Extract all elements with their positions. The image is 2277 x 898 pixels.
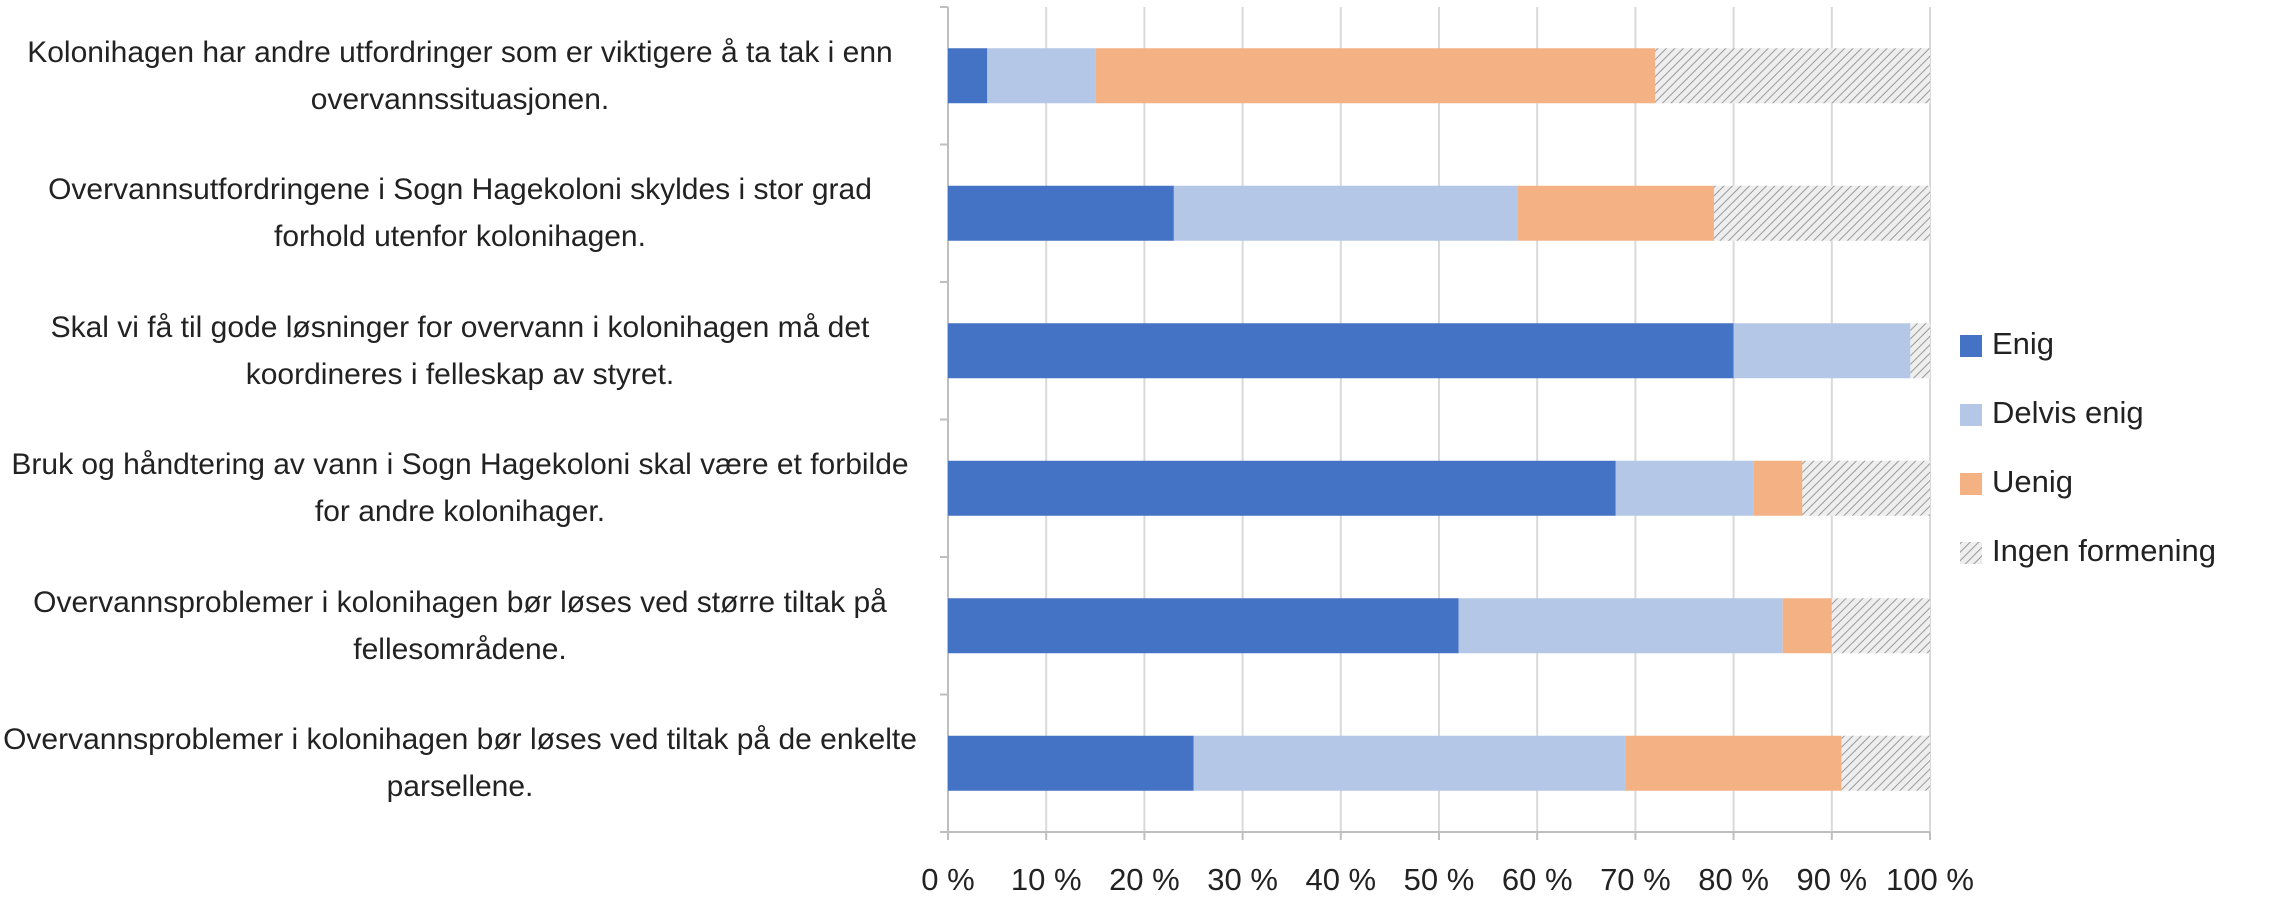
y-tick-label: Overvannsutfordringene i Sogn Hagekoloni… (48, 173, 872, 254)
bar-segment (1782, 598, 1832, 654)
bar-segment (1753, 460, 1803, 516)
bar-segment (948, 48, 988, 104)
bar-segment (948, 185, 1174, 241)
bar-segment (1193, 735, 1626, 791)
bar-segment (1733, 323, 1911, 379)
bar-segment (1841, 735, 1930, 791)
x-tick-label: 90 % (1796, 862, 1867, 897)
bar-segment (1831, 598, 1930, 654)
y-tick-label: Skal vi få til gode løsninger for overva… (50, 310, 870, 391)
legend-label: Enig (1992, 326, 2054, 361)
bar-segment (987, 48, 1096, 104)
bar-segment (948, 735, 1194, 791)
x-tick-label: 10 % (1011, 862, 1082, 897)
legend-label: Delvis enig (1992, 395, 2144, 430)
bar-segment (1173, 185, 1518, 241)
legend-swatch (1960, 335, 1982, 357)
bar-segment (1802, 460, 1930, 516)
bar-segment (1458, 598, 1783, 654)
bar-segment (1095, 48, 1656, 104)
bar-segment (1517, 185, 1714, 241)
x-tick-label: 30 % (1207, 862, 1278, 897)
bar-segment (1655, 48, 1930, 104)
legend-swatch (1960, 404, 1982, 426)
x-tick-label: 80 % (1698, 862, 1769, 897)
legend-swatch (1960, 473, 1982, 495)
y-tick-label: Overvannsproblemer i kolonihagen bør løs… (33, 585, 887, 666)
legend-label: Ingen formening (1992, 533, 2216, 568)
bar-segment (948, 460, 1616, 516)
x-tick-label: 20 % (1109, 862, 1180, 897)
bar-segment (1910, 323, 1930, 379)
x-tick-label: 40 % (1305, 862, 1376, 897)
legend-label: Uenig (1992, 464, 2073, 499)
bar-segment (1625, 735, 1842, 791)
legend-swatch (1960, 542, 1982, 564)
x-tick-label: 0 % (921, 862, 974, 897)
x-tick-label: 60 % (1502, 862, 1573, 897)
y-tick-label: Bruk og håndtering av vann i Sogn Hageko… (11, 448, 909, 529)
bar-segment (1713, 185, 1930, 241)
x-tick-label: 70 % (1600, 862, 1671, 897)
y-tick-label: Kolonihagen har andre utfordringer som e… (27, 35, 893, 116)
bar-segment (1615, 460, 1754, 516)
x-tick-label: 100 % (1886, 862, 1974, 897)
bar-segment (948, 323, 1734, 379)
x-tick-label: 50 % (1404, 862, 1475, 897)
bar-segment (948, 598, 1459, 654)
y-tick-label: Overvannsproblemer i kolonihagen bør løs… (3, 723, 917, 804)
